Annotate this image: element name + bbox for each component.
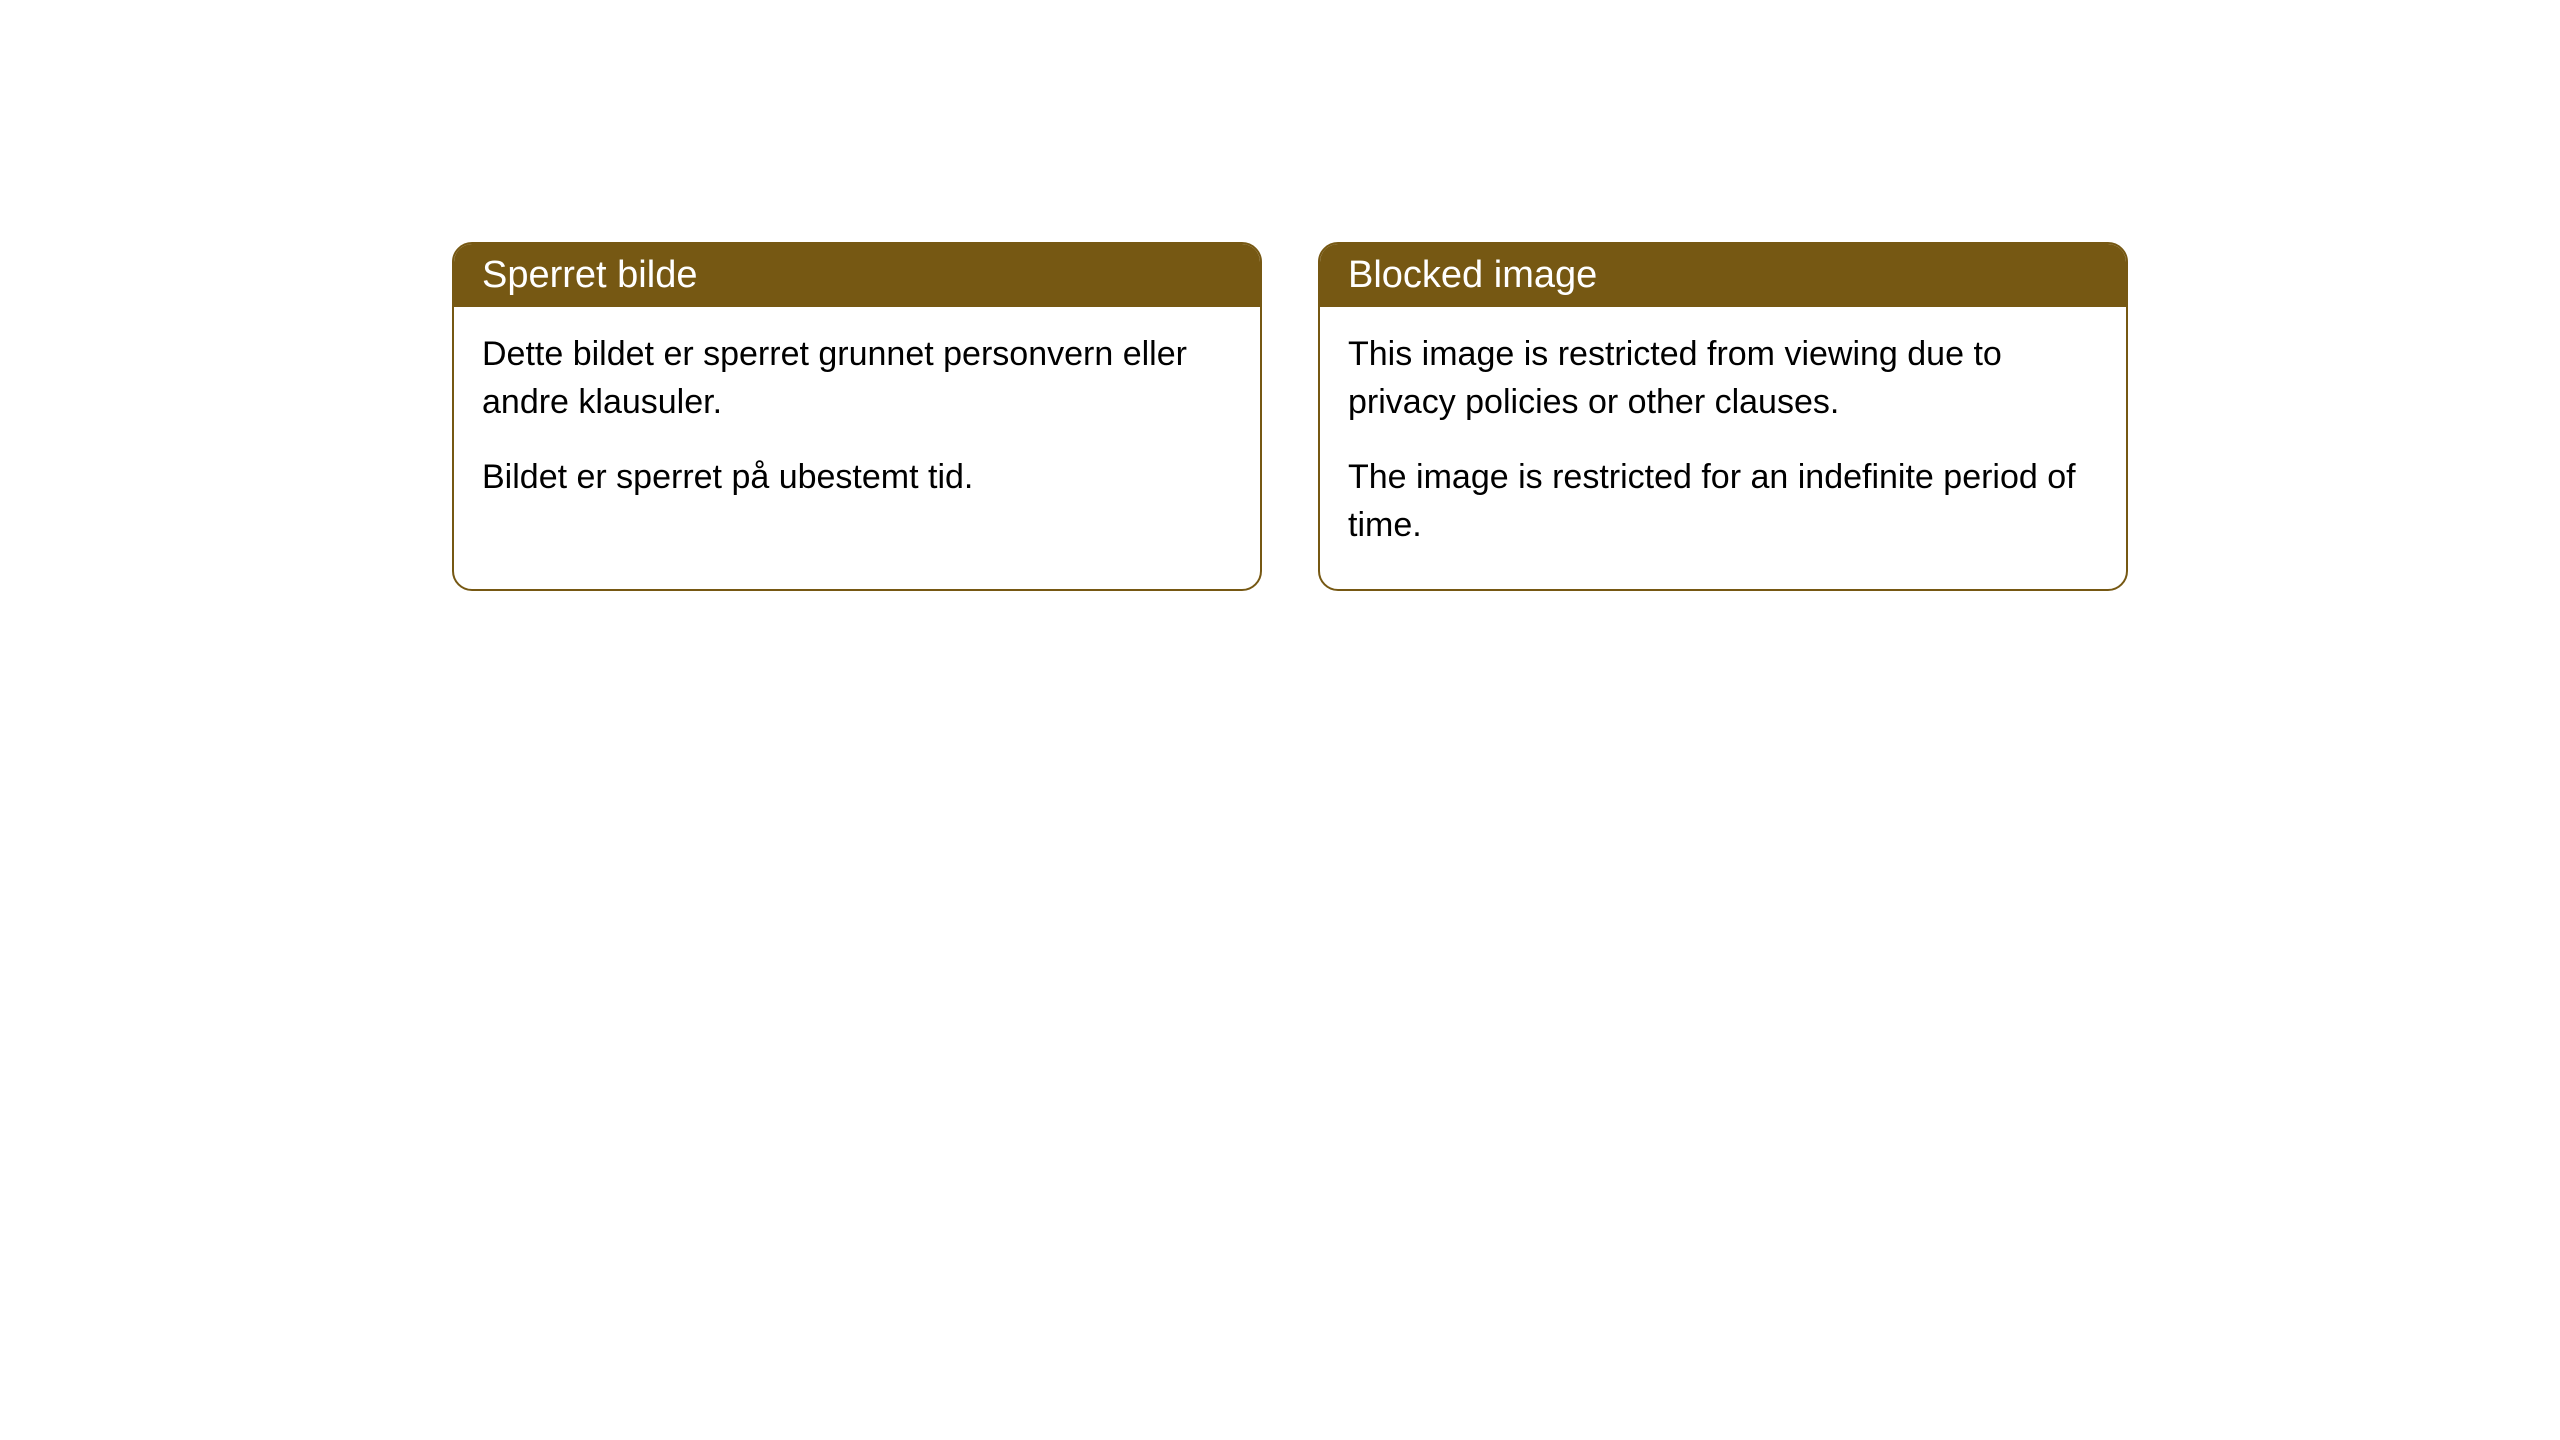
card-paragraph: This image is restricted from viewing du… — [1348, 331, 2098, 426]
card-paragraph: The image is restricted for an indefinit… — [1348, 454, 2098, 549]
card-title: Sperret bilde — [482, 254, 697, 296]
card-header-english: Blocked image — [1320, 244, 2126, 307]
card-body-english: This image is restricted from viewing du… — [1320, 307, 2126, 589]
card-paragraph: Bildet er sperret på ubestemt tid. — [482, 454, 1232, 502]
cards-container: Sperret bilde Dette bildet er sperret gr… — [0, 0, 2560, 591]
card-title: Blocked image — [1348, 254, 1597, 296]
card-body-norwegian: Dette bildet er sperret grunnet personve… — [454, 307, 1260, 542]
card-norwegian: Sperret bilde Dette bildet er sperret gr… — [452, 242, 1262, 591]
card-header-norwegian: Sperret bilde — [454, 244, 1260, 307]
card-paragraph: Dette bildet er sperret grunnet personve… — [482, 331, 1232, 426]
card-english: Blocked image This image is restricted f… — [1318, 242, 2128, 591]
